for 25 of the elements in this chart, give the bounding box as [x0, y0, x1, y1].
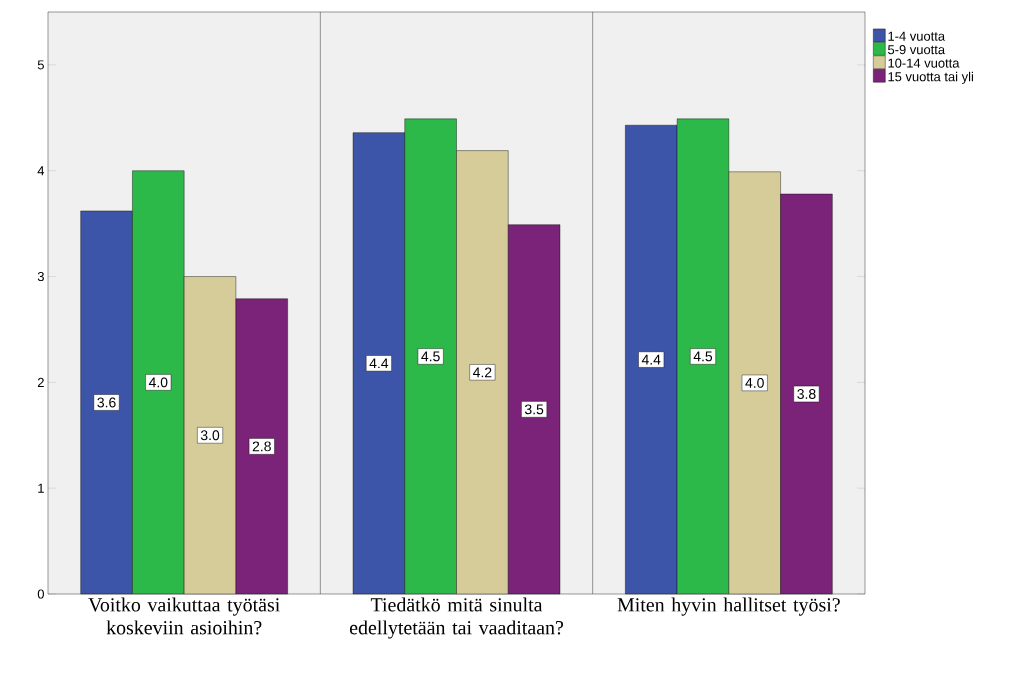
legend-label: 5-9 vuotta	[888, 45, 946, 55]
x-tick-label: Tiedätkö mitä sinulta edellytetään tai vaaditaan?	[349, 597, 564, 639]
data-label: 3.0	[200, 430, 220, 441]
data-label: 4.4	[641, 354, 661, 365]
x-tick-label: Voitko vaikuttaa työtäsi koskeviin asioihin?	[88, 597, 280, 635]
data-label: 4.2	[472, 367, 492, 378]
data-label: 4.4	[369, 358, 389, 369]
legend-label: 15 vuotta tai yli	[888, 71, 973, 84]
y-tick-label: 0	[37, 589, 44, 599]
data-label: 3.5	[524, 404, 544, 415]
y-tick-label: 4	[37, 166, 45, 176]
data-label: 4.5	[693, 351, 713, 362]
legend-label: 10-14 vuotta	[888, 58, 960, 68]
data-label: 4.0	[148, 377, 168, 388]
x-tick-label: Miten hyvin hallitset työsi?	[617, 597, 840, 616]
data-label: 4.5	[421, 351, 440, 362]
y-tick-label: 3	[37, 271, 44, 282]
y-tick-label: 5	[37, 60, 44, 70]
y-tick-label: 1	[38, 483, 44, 493]
data-label: 4.0	[745, 377, 764, 388]
legend-label: 1-4 vuotta	[888, 31, 946, 41]
y-tick-label: 2	[37, 377, 44, 387]
data-label: 3.8	[797, 389, 816, 399]
data-label: 2.8	[252, 441, 271, 452]
data-label: 3.6	[97, 397, 116, 408]
